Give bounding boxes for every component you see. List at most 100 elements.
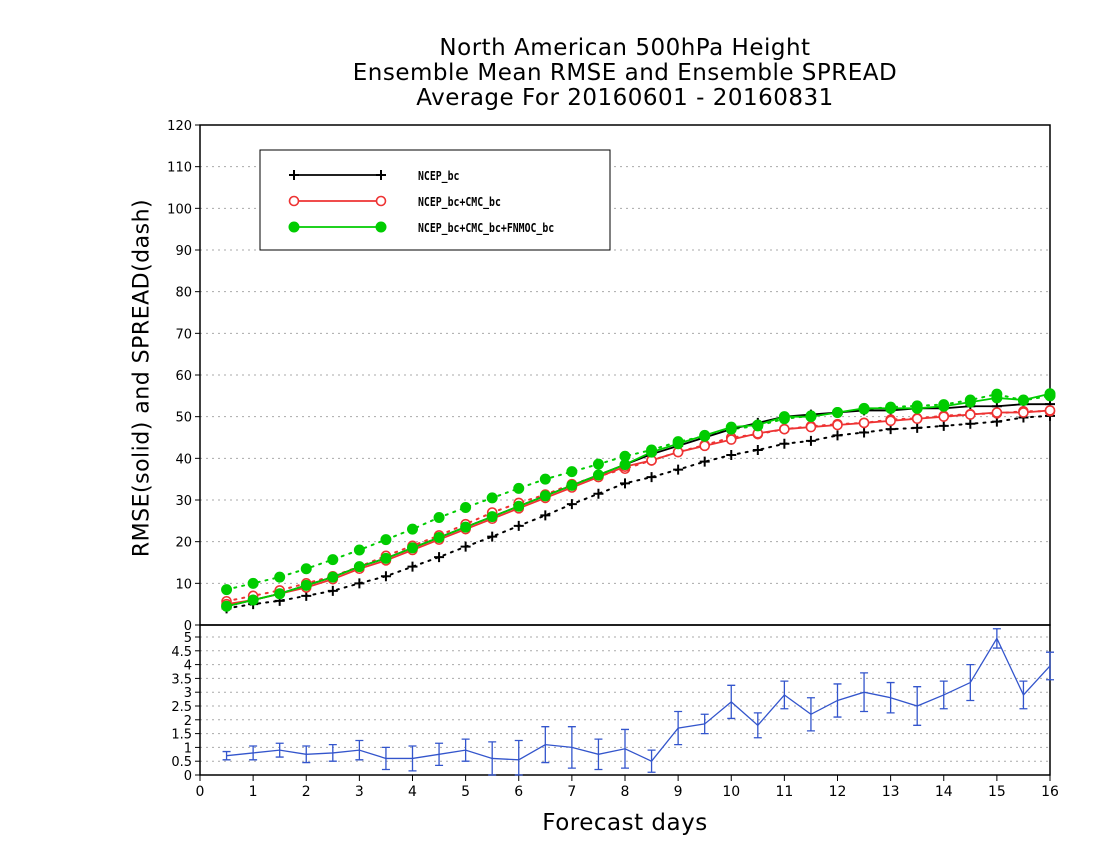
upper-y-tick-label: 0	[184, 619, 192, 634]
spread-point-series-3	[592, 458, 604, 470]
rmse-point-series-2	[938, 411, 950, 422]
upper-y-tick-label: 90	[175, 244, 192, 259]
rmse-point-series-3	[539, 490, 551, 502]
legend-marker	[375, 221, 387, 233]
rmse-point-series-3	[858, 402, 870, 414]
x-tick-label: 12	[829, 784, 847, 800]
upper-y-tick-label: 100	[167, 202, 192, 217]
upper-y-tick-label: 40	[175, 452, 192, 467]
spread-point-series-3	[539, 473, 551, 485]
spread-line-series-3	[225, 393, 1051, 591]
spread-point-series-3	[433, 512, 445, 523]
rmse-point-series-2	[1018, 407, 1029, 418]
upper-y-tick-label: 30	[175, 494, 192, 509]
rmse-point-series-3	[274, 588, 286, 600]
rmse-point-series-3	[353, 561, 365, 573]
spread-point-series-3	[513, 482, 525, 494]
x-tick-label: 4	[408, 784, 417, 800]
rmse-point-series-3	[752, 419, 764, 431]
y-axis-label: RMSE(solid) and SPREAD(dash)	[129, 198, 155, 558]
legend-label: NCEP_bc+CMC_bc+FNMOC_bc	[418, 221, 554, 235]
x-tick-label: 9	[674, 784, 683, 800]
spread-point-series-1	[912, 422, 923, 433]
rmse-point-series-3	[221, 600, 233, 612]
lower-y-tick-label: 1	[184, 741, 192, 756]
title-line-3: Average For 20160601 - 20160831	[416, 85, 834, 111]
x-tick-label: 11	[775, 784, 793, 800]
legend-marker	[288, 195, 300, 207]
x-tick-label: 16	[1041, 784, 1059, 800]
rmse-point-series-3	[1044, 388, 1056, 400]
rmse-point-series-2	[805, 421, 817, 433]
lower-y-tick-label: 2	[184, 714, 192, 729]
spread-point-series-3	[221, 584, 233, 596]
rmse-point-series-2	[779, 423, 790, 435]
rmse-point-series-3	[778, 411, 790, 423]
x-tick-label: 0	[196, 784, 205, 800]
rmse-point-series-3	[247, 594, 259, 606]
spread-point-series-1	[380, 571, 391, 582]
rmse-point-series-3	[1017, 394, 1029, 406]
spread-point-series-3	[274, 571, 286, 583]
x-tick-label: 13	[882, 784, 900, 800]
legend-box	[259, 149, 611, 251]
spread-point-series-1	[646, 472, 657, 483]
upper-y-tick-label: 10	[175, 577, 192, 592]
lower-y-tick-label: 4.5	[171, 645, 192, 660]
lower-y-tick-label: 0	[184, 769, 192, 784]
x-tick-label: 14	[935, 784, 953, 800]
legend-label: NCEP_bc	[418, 169, 459, 183]
spread-point-series-1	[407, 561, 418, 572]
upper-y-tick-label: 20	[175, 536, 192, 551]
rmse-point-series-3	[513, 500, 525, 512]
lower-y-tick-label: 0.5	[171, 755, 192, 770]
legend-marker	[375, 195, 387, 207]
spread-line-series-1	[225, 414, 1051, 610]
rmse-point-series-2	[885, 415, 896, 427]
upper-y-tick-label: 60	[175, 369, 192, 384]
spread-point-series-3	[247, 577, 259, 589]
lower-y-tick-label: 1.5	[171, 728, 192, 743]
rmse-point-series-3	[938, 400, 950, 412]
spread-point-series-1	[354, 578, 365, 589]
rmse-point-series-3	[592, 469, 604, 481]
rmse-point-series-3	[327, 571, 339, 583]
legend-marker	[289, 170, 299, 180]
spread-point-series-1	[965, 418, 976, 429]
legend-label: NCEP_bc+CMC_bc	[418, 195, 501, 209]
x-tick-label: 10	[722, 784, 740, 800]
spread-point-series-3	[353, 544, 365, 556]
spread-point-series-1	[673, 464, 684, 475]
rmse-point-series-3	[433, 532, 445, 543]
rmse-point-series-3	[486, 511, 498, 523]
rmse-point-series-2	[991, 407, 1003, 418]
spread-point-series-1	[513, 520, 524, 531]
rmse-point-series-3	[460, 521, 472, 533]
spread-point-series-1	[566, 499, 577, 510]
rmse-line-series-1	[226, 403, 1050, 608]
upper-y-tick-label: 80	[175, 286, 192, 301]
spread-point-series-3	[327, 554, 339, 566]
spread-point-series-1	[699, 456, 710, 467]
spread-point-series-1	[327, 585, 338, 596]
rmse-point-series-3	[885, 402, 897, 414]
spread-point-series-1	[859, 427, 870, 438]
difference-line	[226, 637, 1051, 763]
rmse-point-series-3	[964, 396, 976, 408]
rmse-line-series-2	[226, 409, 1051, 606]
spread-point-series-1	[487, 531, 498, 542]
rmse-point-series-3	[619, 459, 631, 471]
rmse-point-series-3	[407, 542, 418, 554]
x-tick-label: 3	[355, 784, 364, 800]
rmse-point-series-2	[858, 417, 870, 429]
x-tick-label: 2	[302, 784, 311, 800]
spread-point-series-3	[566, 466, 578, 478]
error-bar	[514, 739, 523, 776]
spread-point-series-3	[300, 563, 312, 575]
x-tick-label: 15	[988, 784, 1006, 800]
spread-point-series-3	[380, 534, 392, 546]
rmse-point-series-2	[832, 419, 843, 431]
lower-y-tick-label: 4	[184, 659, 192, 674]
spread-point-series-1	[779, 438, 790, 449]
lower-y-tick-label: 5	[184, 631, 192, 646]
